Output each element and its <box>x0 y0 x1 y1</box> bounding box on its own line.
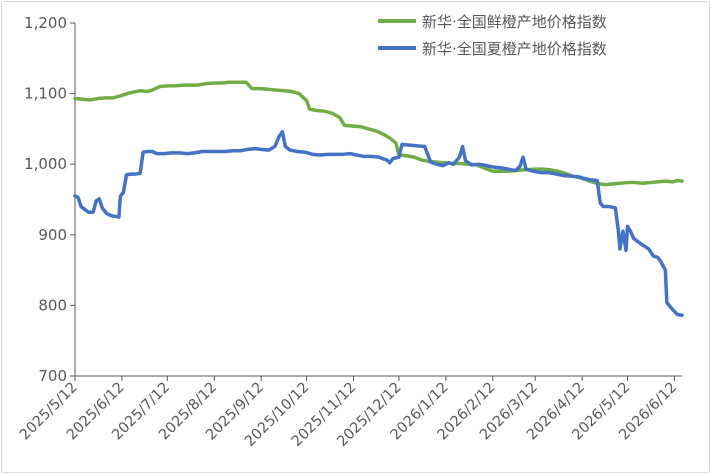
series-line-2 <box>73 129 684 318</box>
legend-label-1: 新华·全国鲜橙产地价格指数 <box>422 13 607 31</box>
series-line-1 <box>73 80 684 187</box>
legend-label-2: 新华·全国夏橙产地价格指数 <box>422 40 607 58</box>
y-tick-label: 900 <box>38 226 67 244</box>
y-tick-label: 800 <box>38 296 67 314</box>
y-tick-label: 1,200 <box>24 14 67 32</box>
plot-area <box>73 80 684 318</box>
y-tick-label: 1,100 <box>24 85 67 103</box>
axes: 7008009001,0001,1001,2002025/5/122025/6/… <box>17 14 682 450</box>
y-tick-label: 700 <box>38 367 67 385</box>
y-tick-label: 1,000 <box>24 155 67 173</box>
